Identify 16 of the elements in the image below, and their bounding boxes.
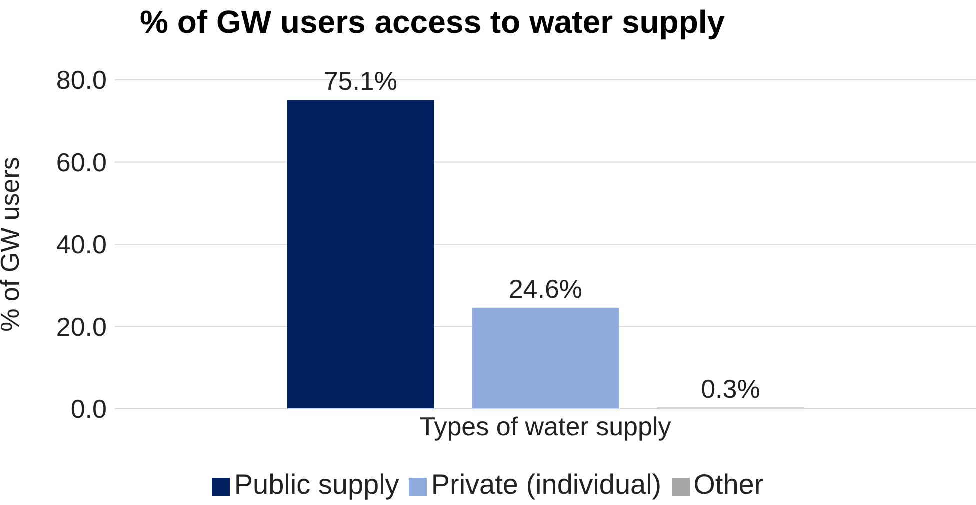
data-label: 24.6%	[508, 274, 583, 304]
y-tick-label: 60.0	[56, 147, 107, 178]
bar	[287, 100, 434, 409]
legend-label: Other	[694, 469, 764, 500]
bar	[472, 308, 620, 409]
x-tick-label: Types of water supply	[420, 411, 672, 442]
legend-label: Private (individual)	[431, 469, 662, 500]
y-tick-label: 80.0	[56, 65, 107, 96]
y-tick-label: 20.0	[56, 312, 107, 342]
data-label: 0.3%	[701, 374, 760, 404]
y-axis-title: % of GW users	[0, 157, 26, 332]
y-tick-label: 0.0	[70, 394, 107, 424]
legend-label: Public supply	[234, 469, 400, 500]
chart-title: % of GW users access to water supply	[140, 4, 726, 41]
y-tick-label: 40.0	[56, 230, 107, 260]
data-label: 75.1%	[324, 66, 398, 96]
